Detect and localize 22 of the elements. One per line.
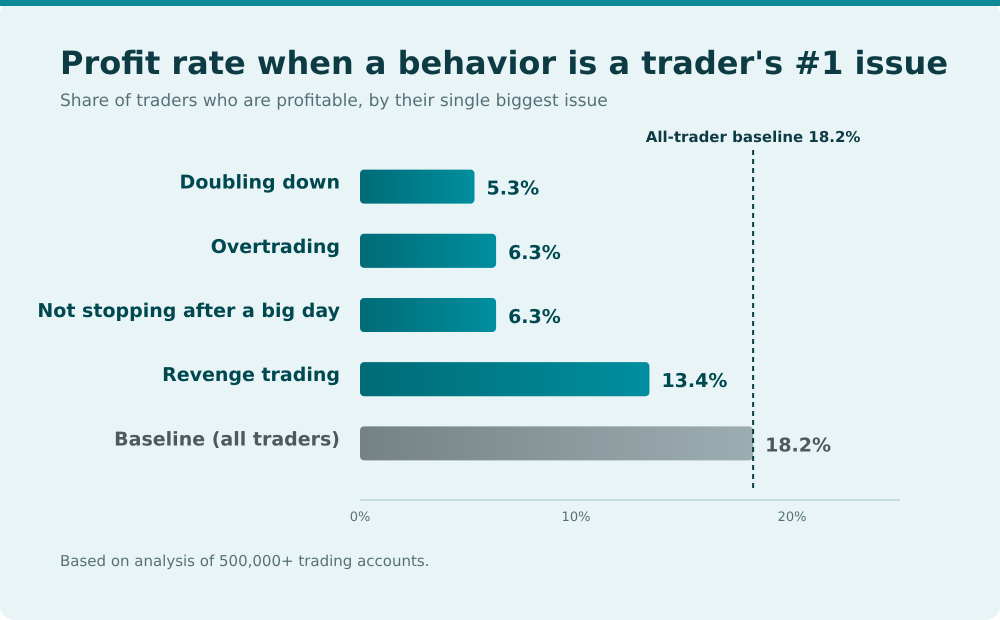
ref-line-label: All-trader baseline 18.2% — [646, 128, 860, 146]
bar — [360, 170, 474, 204]
y-tick-label: Doubling down — [180, 172, 340, 194]
y-tick-label: Baseline (all traders) — [114, 428, 340, 450]
data-label: 6.3% — [508, 242, 561, 264]
bar — [360, 426, 754, 460]
bar — [360, 234, 496, 268]
chart-title: Profit rate when a behavior is a trader's #1 issue — [60, 44, 948, 82]
text: Based on analysis of 500,000+ trading accounts. — [60, 552, 430, 570]
data-label: 6.3% — [508, 306, 561, 328]
chart-subtitle: Share of traders who are profitable, by their single biggest issue — [60, 91, 608, 111]
data-label: 13.4% — [661, 370, 728, 392]
bar — [360, 362, 650, 396]
y-tick-label: Overtrading — [210, 236, 340, 258]
data-label: 5.3% — [486, 178, 540, 200]
x-tick-label: 20% — [778, 510, 806, 526]
y-tick-label: Revenge trading — [162, 364, 340, 386]
x-tick-label: 10% — [562, 510, 590, 526]
y-tick-label: Not stopping after a big day — [37, 300, 341, 322]
data-label: 18.2% — [765, 434, 832, 456]
x-tick-label: 0% — [350, 510, 370, 526]
bar — [360, 298, 496, 332]
